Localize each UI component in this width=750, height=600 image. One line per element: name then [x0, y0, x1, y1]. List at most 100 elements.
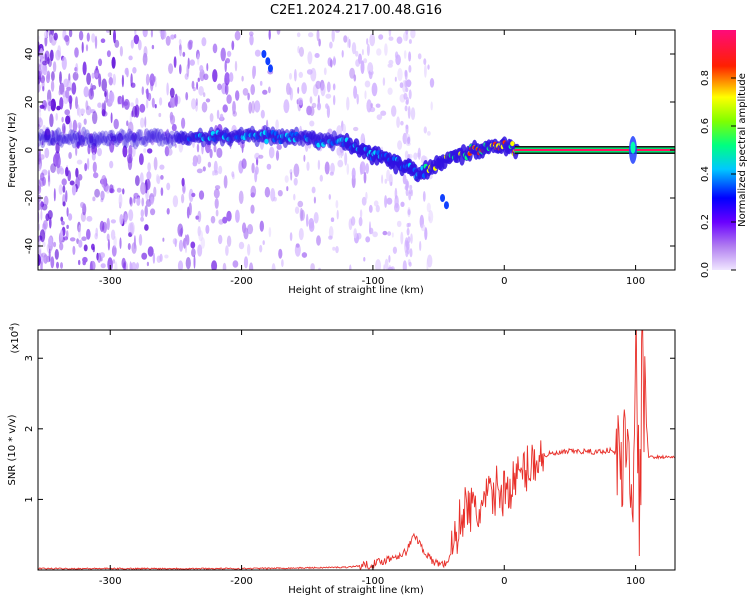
colorbar-tick-label: 0.2 — [700, 214, 711, 230]
noise-speck — [48, 58, 52, 68]
noise-speck — [303, 154, 306, 162]
noise-speck — [402, 260, 407, 270]
noise-speck — [169, 87, 175, 98]
noise-speck — [80, 108, 86, 115]
x-tick-label: 0 — [501, 276, 507, 287]
noise-speck — [276, 144, 282, 150]
noise-speck — [88, 88, 95, 100]
noise-speck — [363, 171, 367, 184]
noise-speck — [135, 175, 140, 187]
noise-speck — [139, 172, 144, 184]
ridge-band — [159, 133, 166, 147]
noise-speck — [44, 147, 50, 159]
noise-speck — [191, 192, 196, 198]
noise-speck — [241, 158, 247, 169]
noise-speck — [226, 50, 232, 58]
noise-speck — [329, 59, 333, 68]
ridge-band — [66, 133, 73, 146]
noise-speck — [365, 163, 370, 174]
noise-speck — [65, 190, 68, 203]
noise-speck — [410, 107, 416, 120]
noise-speck — [181, 177, 185, 187]
noise-speck — [62, 201, 66, 207]
noise-speck — [216, 147, 223, 158]
noise-speck — [146, 261, 149, 267]
noise-speck — [133, 34, 140, 45]
ridge-band — [143, 128, 150, 142]
noise-speck — [349, 264, 352, 270]
ridge-band — [74, 132, 81, 148]
noise-speck — [384, 258, 389, 270]
noise-speck — [174, 93, 178, 107]
noise-speck — [75, 145, 78, 157]
noise-speck — [66, 224, 69, 229]
noise-speck — [160, 175, 164, 180]
noise-speck — [130, 39, 134, 49]
noise-speck — [62, 185, 66, 193]
noise-speck — [92, 246, 96, 253]
noise-speck — [106, 30, 110, 33]
noise-speck — [380, 110, 387, 116]
noise-speck — [219, 113, 224, 121]
noise-speck — [250, 84, 255, 96]
noise-speck — [55, 154, 61, 169]
noise-speck — [295, 243, 300, 248]
noise-speck — [248, 101, 252, 114]
ridge-band — [134, 131, 141, 147]
noise-speck — [251, 162, 255, 174]
signal-burst — [267, 64, 273, 73]
ridge-band — [135, 129, 142, 142]
noise-speck — [405, 87, 409, 93]
noise-speck — [307, 51, 313, 65]
noise-speck — [199, 65, 204, 73]
y-tick-label: 20 — [24, 96, 35, 109]
ridge-band — [88, 136, 95, 145]
noise-speck — [138, 234, 143, 246]
noise-speck — [290, 171, 293, 181]
noise-speck — [293, 163, 300, 178]
noise-speck — [150, 30, 153, 38]
snr-line — [38, 330, 675, 570]
noise-speck — [128, 232, 133, 238]
noise-speck — [343, 35, 348, 43]
snr-scale-label: (x104) — [8, 322, 21, 353]
y-tick-label: 40 — [24, 48, 35, 61]
ridge-band — [120, 129, 127, 140]
noise-speck — [423, 126, 427, 134]
ridge-band — [91, 131, 98, 147]
noise-speck — [68, 95, 73, 104]
noise-speck — [169, 111, 174, 121]
ridge-band — [63, 133, 70, 144]
noise-speck — [191, 98, 197, 110]
noise-speck — [86, 158, 90, 170]
noise-speck — [259, 244, 263, 253]
noise-speck — [388, 255, 391, 263]
ridge-band — [104, 135, 111, 147]
noise-speck — [405, 178, 409, 188]
noise-speck — [39, 229, 46, 243]
ridge-band — [42, 134, 49, 143]
noise-speck — [171, 123, 177, 132]
noise-speck — [247, 243, 251, 256]
noise-speck — [329, 41, 333, 49]
ridge-band — [121, 135, 128, 148]
noise-speck — [101, 102, 105, 116]
noise-speck — [95, 65, 99, 71]
noise-speck — [202, 166, 206, 172]
noise-speck — [247, 224, 254, 235]
noise-speck — [311, 186, 316, 194]
noise-speck — [161, 130, 165, 141]
y-tick-label: 1 — [24, 496, 35, 502]
noise-speck — [113, 30, 116, 44]
noise-speck — [109, 139, 115, 153]
noise-speck — [417, 147, 421, 160]
noise-speck — [408, 191, 412, 201]
noise-speck — [81, 236, 87, 241]
noise-speck — [243, 256, 249, 269]
noise-speck — [60, 262, 63, 269]
noise-speck — [197, 53, 200, 66]
noise-speck — [222, 262, 227, 270]
noise-speck — [53, 188, 56, 202]
x-tick-label: 100 — [626, 576, 645, 587]
noise-speck — [153, 186, 157, 197]
